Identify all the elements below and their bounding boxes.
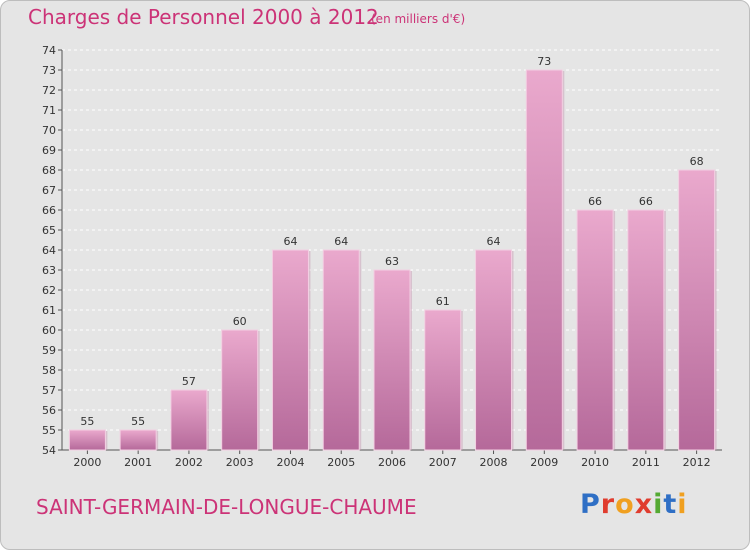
bar-2001[interactable] <box>119 429 157 451</box>
commune-name: SAINT-GERMAIN-DE-LONGUE-CHAUME <box>36 495 417 519</box>
bar-value-label: 64 <box>334 235 348 248</box>
y-tick-label: 67 <box>42 184 56 197</box>
x-tick-label: 2005 <box>327 456 355 469</box>
y-tick-label: 74 <box>42 44 56 57</box>
y-tick-label: 72 <box>42 84 56 97</box>
x-tick-label: 2009 <box>530 456 558 469</box>
bar-value-label: 66 <box>639 195 653 208</box>
bar-value-label: 63 <box>385 255 399 268</box>
bar-value-label: 68 <box>690 155 704 168</box>
chart-title: Charges de Personnel 2000 à 2012 <box>28 5 379 29</box>
x-tick-label: 2007 <box>429 456 457 469</box>
y-tick-label: 62 <box>42 284 56 297</box>
x-tick-label: 2002 <box>175 456 203 469</box>
bar-value-label: 61 <box>436 295 450 308</box>
y-tick-label: 73 <box>42 64 56 77</box>
y-tick-label: 68 <box>42 164 56 177</box>
bar-value-label: 73 <box>537 55 551 68</box>
bar-value-label: 66 <box>588 195 602 208</box>
bar-2011[interactable] <box>627 209 665 451</box>
x-tick-label: 2004 <box>276 456 304 469</box>
x-tick-label: 2012 <box>683 456 711 469</box>
y-tick-label: 71 <box>42 104 56 117</box>
y-tick-label: 64 <box>42 244 56 257</box>
x-tick-label: 2011 <box>632 456 660 469</box>
chart-subtitle: (en milliers d'€) <box>371 12 466 26</box>
bar-2010[interactable] <box>576 209 614 451</box>
y-tick-label: 61 <box>42 304 56 317</box>
bar-2009[interactable] <box>525 69 563 451</box>
x-tick-label: 2006 <box>378 456 406 469</box>
bar-2006[interactable] <box>373 269 411 451</box>
y-tick-label: 70 <box>42 124 56 137</box>
bar-value-label: 57 <box>182 375 196 388</box>
x-tick-label: 2001 <box>124 456 152 469</box>
y-tick-label: 56 <box>42 404 56 417</box>
bar-2007[interactable] <box>424 309 462 451</box>
proxiti-logo[interactable]: Proxiti <box>580 489 688 520</box>
bar-value-label: 55 <box>80 415 94 428</box>
y-tick-label: 55 <box>42 424 56 437</box>
bar-2004[interactable] <box>271 249 309 451</box>
y-tick-label: 59 <box>42 344 56 357</box>
bar-2000[interactable] <box>68 429 106 451</box>
y-tick-label: 66 <box>42 204 56 217</box>
y-tick-label: 69 <box>42 144 56 157</box>
y-tick-label: 58 <box>42 364 56 377</box>
x-tick-label: 2010 <box>581 456 609 469</box>
axes: 54 55 56 57 58 59 60 61 62 63 64 65 66 67 68 69 70 71 72 73… <box>42 44 722 469</box>
y-tick-label: 60 <box>42 324 56 337</box>
y-tick-label: 63 <box>42 264 56 277</box>
bar-2002[interactable] <box>170 389 208 451</box>
bar-2008[interactable] <box>475 249 513 451</box>
bar-2005[interactable] <box>322 249 360 451</box>
data-labels: 55 55 57 60 64 64 63 61 64 73 66 66 68 <box>80 55 703 428</box>
x-tick-label: 2008 <box>480 456 508 469</box>
bar-value-label: 64 <box>283 235 297 248</box>
y-tick-label: 65 <box>42 224 56 237</box>
y-tick-label: 57 <box>42 384 56 397</box>
bar-2012[interactable] <box>678 169 716 451</box>
bar-value-label: 60 <box>233 315 247 328</box>
bar-value-label: 55 <box>131 415 145 428</box>
bar-value-label: 64 <box>487 235 501 248</box>
bars <box>68 69 717 451</box>
bar-2003[interactable] <box>221 329 259 451</box>
y-tick-label: 54 <box>42 444 56 457</box>
x-tick-label: 2003 <box>226 456 254 469</box>
x-tick-label: 2000 <box>73 456 101 469</box>
